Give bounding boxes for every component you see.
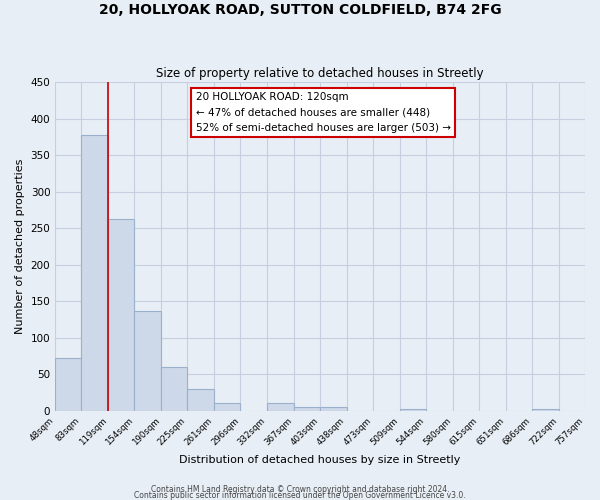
Text: Contains public sector information licensed under the Open Government Licence v3: Contains public sector information licen… — [134, 490, 466, 500]
Bar — [108, 220, 134, 411]
Bar — [214, 404, 241, 411]
Bar — [400, 408, 426, 411]
Text: 20 HOLLYOAK ROAD: 120sqm
← 47% of detached houses are smaller (448)
52% of semi-: 20 HOLLYOAK ROAD: 120sqm ← 47% of detach… — [196, 92, 451, 133]
Bar — [320, 407, 347, 411]
Bar — [187, 389, 214, 411]
Bar — [268, 404, 293, 411]
Text: Contains HM Land Registry data © Crown copyright and database right 2024.: Contains HM Land Registry data © Crown c… — [151, 484, 449, 494]
Bar — [134, 310, 161, 411]
Bar — [161, 367, 187, 411]
Bar — [532, 408, 559, 411]
Bar — [55, 358, 82, 411]
Bar — [293, 407, 320, 411]
Bar — [82, 134, 108, 411]
Y-axis label: Number of detached properties: Number of detached properties — [15, 158, 25, 334]
Text: 20, HOLLYOAK ROAD, SUTTON COLDFIELD, B74 2FG: 20, HOLLYOAK ROAD, SUTTON COLDFIELD, B74… — [98, 2, 502, 16]
X-axis label: Distribution of detached houses by size in Streetly: Distribution of detached houses by size … — [179, 455, 461, 465]
Title: Size of property relative to detached houses in Streetly: Size of property relative to detached ho… — [156, 66, 484, 80]
